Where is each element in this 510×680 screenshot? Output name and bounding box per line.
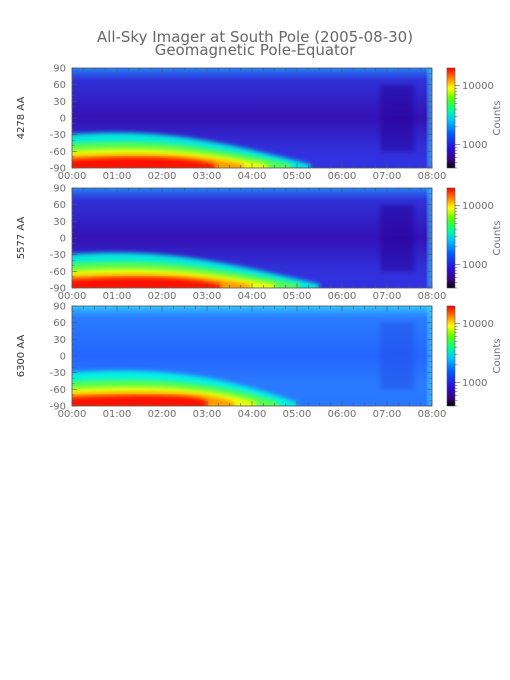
x-tick-label: 07:00 [373,171,402,182]
colorbar [446,67,456,169]
x-tick-label: 04:00 [238,291,267,302]
x-tick-label: 03:00 [193,409,222,420]
y-tick-label: -30 [50,250,66,261]
y-tick-label: -30 [50,130,66,141]
y-tick-label: -90 [50,164,66,175]
colorbar-tick-label: 10000 [462,81,494,92]
x-tick-label: 01:00 [103,291,132,302]
aurora-band-layer [72,277,221,288]
x-tick-label: 03:00 [193,171,222,182]
y-tick-label: 30 [53,335,66,346]
aurora-band-layer [72,157,216,168]
y-tick-label: -60 [50,147,66,158]
colorbar-label: Counts [492,339,503,374]
x-tick-label: 08:00 [418,171,447,182]
x-tick-label: 04:00 [238,171,267,182]
x-tick-label: 05:00 [283,171,312,182]
colorbar-tick-label: 10000 [462,319,494,330]
y-axis-label: 5577 AA [16,217,27,260]
dark-patch [380,84,414,152]
x-tick-label: 02:00 [148,291,177,302]
y-tick-label: 90 [53,302,66,313]
x-tick-label: 07:00 [373,291,402,302]
y-tick-label: -30 [50,368,66,379]
x-tick-label: 05:00 [283,409,312,420]
colorbar-label: Counts [492,101,503,136]
heatmap-image [72,68,432,168]
panel-3: 00:00 01:00 02:00 03:00 04:00 05:00 06:00 07:00… [16,302,503,421]
heatmap-image [72,306,432,406]
dark-patch [380,204,414,272]
heatmap-image [72,188,432,288]
y-tick-label: 0 [60,234,66,245]
panels: 00:00 01:00 02:00 03:00 04:00 05:00 06:00 07:00… [16,64,503,421]
chart-subtitle: Geomagnetic Pole-Equator [155,41,356,59]
y-tick-label: 60 [53,200,66,211]
y-axis-label: 6300 AA [16,335,27,378]
y-tick-label: -90 [50,402,66,413]
colorbar [446,187,456,289]
y-tick-label: 90 [53,64,66,75]
y-tick-label: 60 [53,80,66,91]
x-tick-label: 02:00 [148,409,177,420]
x-tick-label: 02:00 [148,171,177,182]
x-tick-label: 08:00 [418,291,447,302]
y-axis-label: 4278 AA [16,97,27,140]
y-tick-label: 0 [60,352,66,363]
y-tick-label: 30 [53,97,66,108]
y-tick-label: 0 [60,114,66,125]
x-tick-label: 06:00 [328,409,357,420]
y-tick-label: 90 [53,184,66,195]
chart-title: All-Sky Imager at South Pole (2005-08-30… [97,28,413,46]
panel-2: 00:00 01:00 02:00 03:00 04:00 05:00 06:00 07:00… [16,184,503,303]
colorbar-tick-label: 1000 [462,260,487,271]
y-tick-label: 30 [53,217,66,228]
x-tick-label: 00:00 [58,291,87,302]
dark-patch [380,322,414,390]
panel-1: 00:00 01:00 02:00 03:00 04:00 05:00 06:00 07:00… [16,64,503,183]
x-tick-label: 01:00 [103,171,132,182]
colorbar-label: Counts [492,221,503,256]
x-tick-label: 01:00 [103,409,132,420]
x-tick-label: 03:00 [193,291,222,302]
x-tick-label: 06:00 [328,171,357,182]
colorbar-tick-label: 1000 [462,140,487,151]
x-tick-label: 06:00 [328,291,357,302]
x-tick-label: 05:00 [283,291,312,302]
x-tick-label: 07:00 [373,409,402,420]
colorbar-tick-label: 1000 [462,378,487,389]
y-tick-label: -60 [50,385,66,396]
x-tick-label: 00:00 [58,409,87,420]
y-tick-label: -60 [50,267,66,278]
colorbar [446,305,456,407]
x-tick-label: 00:00 [58,171,87,182]
x-tick-label: 08:00 [418,409,447,420]
x-tick-label: 04:00 [238,409,267,420]
colorbar-tick-label: 10000 [462,201,494,212]
y-tick-label: -90 [50,284,66,295]
y-tick-label: 60 [53,318,66,329]
